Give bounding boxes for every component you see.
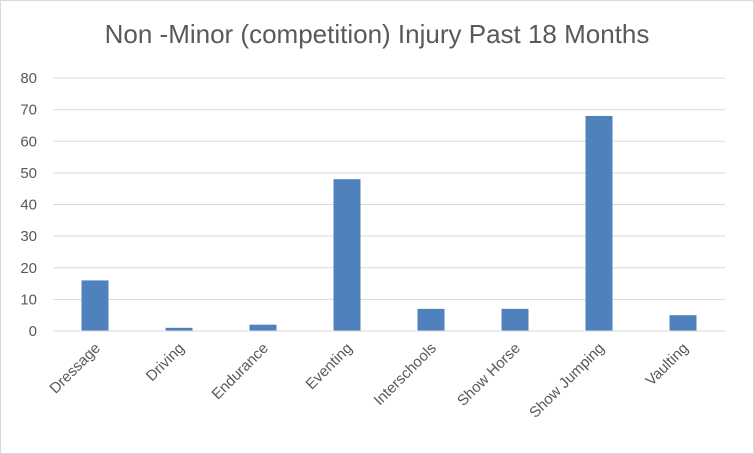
chart-title: Non -Minor (competition) Injury Past 18 … bbox=[104, 19, 650, 49]
bar-driving bbox=[165, 327, 193, 331]
x-tick-label: Endurance bbox=[208, 340, 271, 403]
bar-interschools bbox=[417, 308, 445, 331]
y-axis-ticks: 0 10 20 30 40 50 60 70 80 bbox=[20, 70, 37, 340]
y-tick-label: 80 bbox=[20, 70, 37, 87]
y-tick-label: 70 bbox=[20, 102, 37, 119]
x-tick-label: Show Horse bbox=[454, 340, 524, 410]
x-tick-label: Show Jumping bbox=[526, 340, 608, 422]
x-axis-ticks: Dressage Driving Endurance Eventing Intersch… bbox=[46, 340, 691, 422]
bar-vaulting bbox=[669, 315, 697, 331]
y-tick-label: 50 bbox=[20, 165, 37, 182]
gridlines bbox=[53, 77, 725, 300]
x-tick-label: Vaulting bbox=[642, 340, 692, 390]
y-tick-label: 10 bbox=[20, 291, 37, 308]
bar-dressage bbox=[81, 280, 109, 331]
y-tick-label: 0 bbox=[29, 323, 37, 340]
bar-show-horse bbox=[501, 308, 529, 331]
y-tick-label: 40 bbox=[20, 197, 37, 214]
y-tick-label: 30 bbox=[20, 228, 37, 245]
bar-endurance bbox=[249, 324, 277, 331]
x-tick-label: Dressage bbox=[46, 340, 103, 397]
bar-show-jumping bbox=[585, 115, 613, 331]
bars bbox=[81, 115, 697, 331]
x-tick-label: Eventing bbox=[303, 340, 356, 393]
y-tick-label: 60 bbox=[20, 133, 37, 150]
x-tick-label: Interschools bbox=[371, 340, 440, 409]
x-tick-label: Driving bbox=[143, 340, 188, 385]
bar-eventing bbox=[333, 179, 361, 331]
y-tick-label: 20 bbox=[20, 260, 37, 277]
